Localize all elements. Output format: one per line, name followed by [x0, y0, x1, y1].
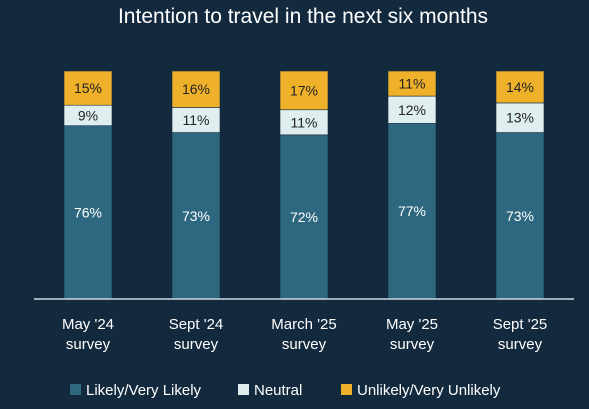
bar-segment [171, 132, 221, 300]
legend: Likely/Very Likely Neutral Unlikely/Very U… [70, 382, 501, 399]
bar-segment [387, 123, 437, 300]
bar-segment [171, 107, 221, 133]
bar-segment [63, 125, 113, 300]
legend-swatch [238, 384, 249, 395]
data-label: 73% [182, 208, 210, 224]
bar-segment [279, 70, 329, 111]
data-label: 11% [183, 112, 210, 128]
x-tick-label: survey [390, 336, 435, 353]
x-tick-label: Sept '25 [493, 316, 548, 333]
data-label: 15% [74, 80, 102, 96]
data-label: 77% [398, 203, 426, 219]
x-tick-label: March '25 [271, 316, 336, 333]
data-label: 72% [290, 209, 318, 225]
legend-label: Likely/Very Likely [86, 382, 202, 399]
bars-layer: 76% 9% 15% 73% 11% 16% 72% 11% 17% 77% 12% 11% 73% 13… [63, 70, 545, 300]
x-tick-label: Sept '24 [169, 316, 224, 333]
bar-segment [387, 70, 437, 97]
bar-segment [279, 109, 329, 136]
x-axis-labels: May '24 survey Sept '24 survey March '25 surv… [62, 316, 547, 353]
data-label: 9% [78, 107, 98, 123]
x-tick-label: survey [498, 336, 543, 353]
bar-segment [171, 70, 221, 108]
data-label: 76% [74, 204, 102, 220]
x-tick-label: May '25 [386, 316, 438, 333]
data-label: 12% [398, 102, 426, 118]
data-label: 73% [506, 208, 534, 224]
data-label: 13% [506, 110, 534, 126]
legend-label: Neutral [254, 382, 302, 399]
bar-segment [495, 102, 545, 133]
legend-swatch [341, 384, 352, 395]
data-label: 14% [506, 79, 534, 95]
x-tick-label: survey [282, 336, 327, 353]
legend-swatch [70, 384, 81, 395]
x-tick-label: May '24 [62, 316, 114, 333]
data-label: 16% [182, 81, 210, 97]
bar-segment [495, 132, 545, 300]
legend-label: Unlikely/Very Unlikely [357, 382, 501, 399]
data-label: 17% [290, 82, 318, 98]
x-tick-label: survey [174, 336, 219, 353]
data-label: 11% [291, 114, 318, 130]
bar-segment [495, 70, 545, 104]
data-label: 11% [399, 76, 426, 92]
chart-title: Intention to travel in the next six mont… [118, 5, 488, 28]
x-tick-label: survey [66, 336, 111, 353]
bar-segment [63, 70, 113, 106]
